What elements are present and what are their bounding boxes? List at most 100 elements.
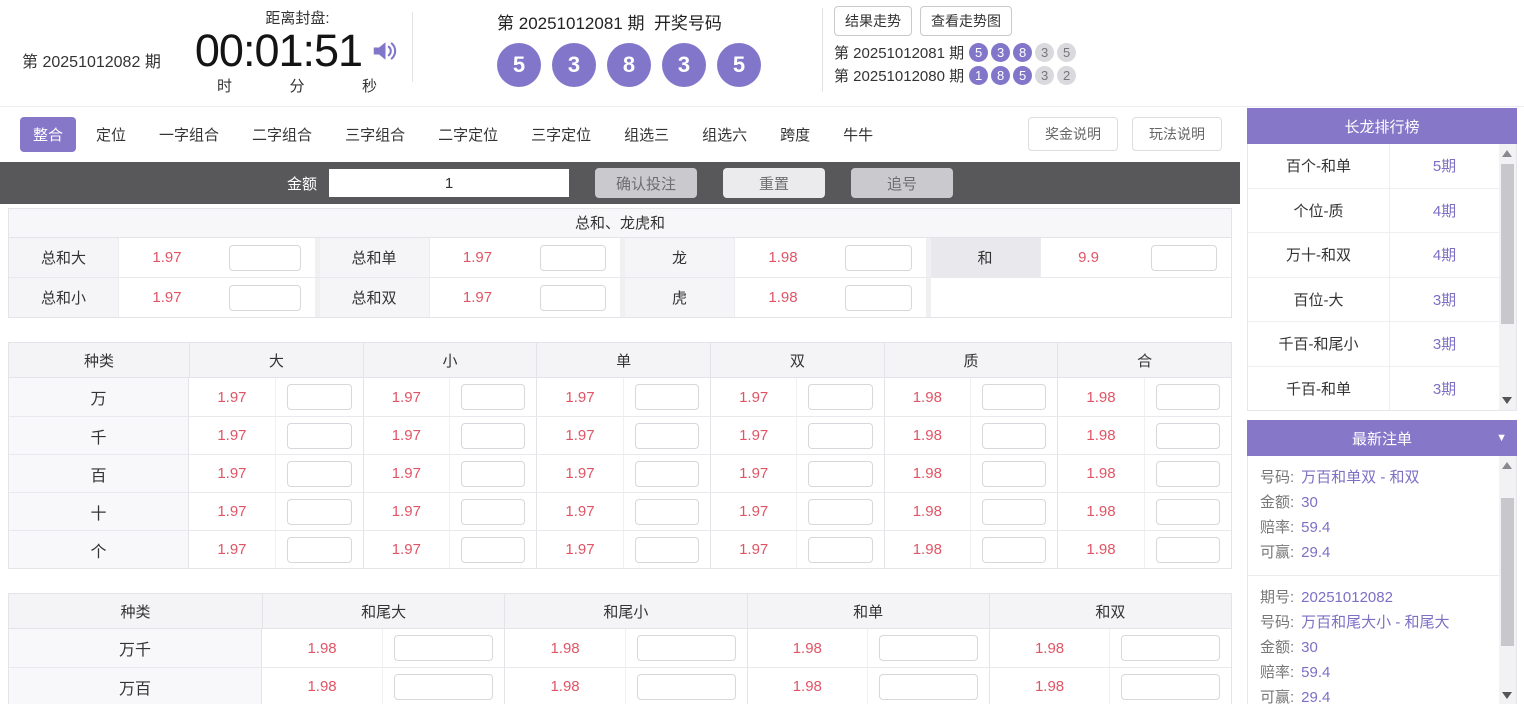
odds-value[interactable]: 1.98	[768, 249, 798, 266]
orders-scrollbar[interactable]	[1499, 456, 1516, 704]
amount-input[interactable]	[329, 169, 569, 197]
odds-value[interactable]: 1.97	[462, 289, 493, 306]
odds-value[interactable]: 1.98	[505, 668, 626, 704]
ranking-item[interactable]: 个位-质 4期	[1248, 188, 1499, 233]
ranking-item[interactable]: 百位-大 3期	[1248, 277, 1499, 322]
bet-input[interactable]	[394, 673, 494, 700]
scrollbar-thumb[interactable]	[1501, 164, 1514, 324]
odds-value[interactable]: 1.97	[462, 249, 493, 266]
prize-help-button[interactable]: 奖金说明	[1028, 117, 1118, 151]
odds-value[interactable]: 1.97	[364, 378, 450, 416]
tab-zuxuan-liu[interactable]: 组选六	[702, 127, 748, 144]
odds-value[interactable]: 1.98	[885, 378, 971, 416]
bet-input[interactable]	[636, 673, 736, 700]
bet-input[interactable]	[460, 460, 526, 487]
odds-value[interactable]: 1.98	[990, 668, 1111, 704]
bet-input[interactable]	[879, 635, 978, 661]
bet-input[interactable]	[460, 384, 526, 410]
odds-value[interactable]: 1.97	[189, 417, 276, 454]
bet-input[interactable]	[845, 284, 912, 311]
ranking-scrollbar[interactable]	[1499, 144, 1516, 410]
odds-value[interactable]: 1.98	[748, 629, 869, 667]
odds-value[interactable]: 1.97	[711, 493, 798, 530]
tab-erzi-dingwei[interactable]: 二字定位	[438, 127, 499, 144]
bet-input[interactable]	[634, 460, 699, 487]
odds-value[interactable]: 1.98	[1058, 417, 1145, 454]
bet-input[interactable]	[634, 498, 699, 525]
odds-value[interactable]: 1.98	[885, 455, 971, 492]
odds-value[interactable]: 1.98	[262, 629, 384, 667]
odds-value[interactable]: 1.97	[189, 378, 276, 416]
bet-input[interactable]	[286, 460, 352, 487]
bet-input[interactable]	[981, 460, 1047, 487]
scrollbar-thumb[interactable]	[1501, 498, 1514, 646]
tab-kuadu[interactable]: 跨度	[780, 127, 811, 144]
odds-value[interactable]: 1.97	[711, 417, 798, 454]
bet-input[interactable]	[981, 498, 1047, 525]
bet-input[interactable]	[460, 422, 526, 449]
reset-button[interactable]: 重置	[723, 168, 825, 198]
odds-value[interactable]: 1.97	[711, 455, 798, 492]
bet-input[interactable]	[539, 284, 606, 311]
bet-input[interactable]	[634, 422, 699, 449]
bet-input[interactable]	[981, 384, 1047, 410]
chase-number-button[interactable]: 追号	[851, 168, 953, 198]
tab-niuniu[interactable]: 牛牛	[843, 127, 874, 144]
odds-value[interactable]: 1.98	[885, 417, 971, 454]
odds-value[interactable]: 1.97	[152, 289, 182, 306]
bet-input[interactable]	[539, 244, 606, 271]
odds-value[interactable]: 1.98	[1058, 493, 1145, 530]
scroll-down-arrow-icon[interactable]	[1502, 397, 1512, 404]
collapse-caret-icon[interactable]: ▼	[1496, 432, 1507, 444]
bet-input[interactable]	[1121, 673, 1220, 700]
odds-value[interactable]: 1.98	[262, 668, 384, 704]
odds-value[interactable]: 1.97	[537, 455, 624, 492]
scroll-up-arrow-icon[interactable]	[1502, 462, 1512, 469]
bet-input[interactable]	[1155, 384, 1220, 410]
odds-value[interactable]: 1.97	[364, 455, 450, 492]
speaker-icon[interactable]	[370, 36, 400, 71]
bet-input[interactable]	[808, 422, 873, 449]
bet-input[interactable]	[229, 284, 301, 311]
tab-erzi-zuhe[interactable]: 二字组合	[252, 127, 313, 144]
odds-value[interactable]: 1.98	[885, 531, 971, 568]
bet-input[interactable]	[808, 536, 873, 563]
ranking-item[interactable]: 千百-和尾小 3期	[1248, 322, 1499, 367]
odds-value[interactable]: 1.97	[364, 531, 450, 568]
bet-input[interactable]	[636, 635, 736, 661]
bet-input[interactable]	[460, 498, 526, 525]
bet-input[interactable]	[460, 536, 526, 563]
bet-input[interactable]	[808, 384, 873, 410]
odds-value[interactable]: 1.97	[152, 249, 182, 266]
odds-value[interactable]: 1.97	[711, 378, 798, 416]
odds-value[interactable]: 1.98	[505, 629, 626, 667]
bet-input[interactable]	[229, 244, 301, 271]
tab-zhenghe[interactable]: 整合	[20, 117, 77, 152]
scroll-up-arrow-icon[interactable]	[1502, 150, 1512, 157]
bet-input[interactable]	[808, 460, 873, 487]
bet-input[interactable]	[808, 498, 873, 525]
odds-value[interactable]: 1.97	[364, 493, 450, 530]
rules-help-button[interactable]: 玩法说明	[1132, 117, 1222, 151]
odds-value[interactable]: 1.97	[189, 493, 276, 530]
odds-value[interactable]: 1.97	[537, 417, 624, 454]
bet-input[interactable]	[1155, 460, 1220, 487]
odds-value[interactable]: 1.98	[885, 493, 971, 530]
bet-input[interactable]	[981, 536, 1047, 563]
confirm-bet-button[interactable]: 确认投注	[595, 168, 697, 198]
odds-value[interactable]: 1.97	[537, 531, 624, 568]
ranking-item[interactable]: 万十-和双 4期	[1248, 233, 1499, 278]
tab-zuxuan-san[interactable]: 组选三	[624, 127, 670, 144]
view-trend-chart-button[interactable]: 查看走势图	[920, 6, 1012, 36]
bet-input[interactable]	[286, 536, 352, 563]
bet-input[interactable]	[1121, 635, 1220, 661]
bet-input[interactable]	[286, 498, 352, 525]
bet-input[interactable]	[1155, 422, 1220, 449]
odds-value[interactable]: 1.98	[768, 289, 798, 306]
ranking-item[interactable]: 千百-和单 3期	[1248, 366, 1499, 410]
odds-value[interactable]: 1.97	[189, 531, 276, 568]
bet-input[interactable]	[1150, 244, 1217, 271]
bet-input[interactable]	[981, 422, 1047, 449]
odds-value[interactable]: 1.98	[1058, 531, 1145, 568]
odds-value[interactable]: 1.97	[189, 455, 276, 492]
